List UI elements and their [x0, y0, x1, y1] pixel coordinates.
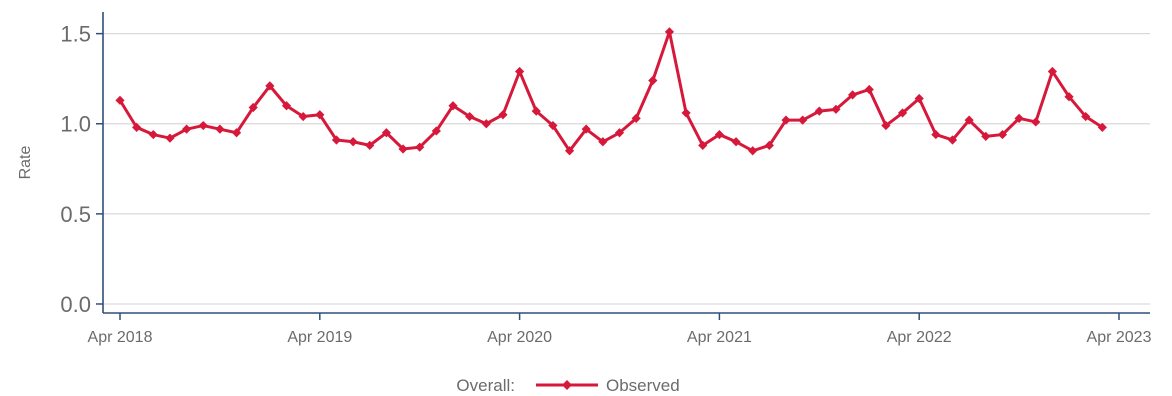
data-point: [648, 75, 658, 86]
data-point: [664, 27, 675, 37]
data-point: [315, 110, 325, 120]
data-point: [931, 129, 941, 140]
data-point: [698, 140, 708, 150]
data-point: [947, 135, 958, 145]
data-point: [914, 93, 924, 104]
data-point: [1014, 113, 1024, 123]
data-point: [1097, 122, 1107, 132]
data-point: [798, 115, 808, 125]
data-point: [165, 133, 175, 143]
y-ticks: 0.0 0.5 1.0 1.5: [60, 22, 103, 317]
data-point: [997, 129, 1008, 140]
data-point: [265, 81, 275, 91]
data-point: [132, 122, 142, 132]
data-point: [598, 137, 608, 147]
legend-label-observed: Observed: [606, 376, 680, 395]
data-point: [381, 128, 391, 138]
data-point: [864, 84, 874, 95]
data-point: [731, 137, 741, 147]
y-tick-label: 0.5: [60, 202, 91, 227]
data-point: [198, 120, 208, 131]
data-point: [831, 104, 841, 114]
legend: Overall: Observed: [456, 376, 679, 395]
x-tick-label: Apr 2018: [88, 329, 153, 346]
data-point: [714, 129, 724, 140]
data-point: [348, 137, 358, 147]
x-ticks: Apr 2018 Apr 2019 Apr 2020 Apr 2021 Apr 2022…: [88, 313, 1152, 346]
y-tick-label: 0.0: [60, 292, 91, 317]
y-tick-label: 1.5: [60, 22, 91, 47]
data-point: [498, 110, 508, 120]
data-point: [248, 102, 258, 113]
data-point: [465, 111, 475, 122]
x-tick-label: Apr 2022: [887, 329, 952, 346]
data-point: [764, 140, 774, 150]
data-point: [881, 120, 891, 131]
series-line-observed: [118, 30, 1104, 153]
x-tick-label: Apr 2021: [687, 329, 752, 346]
data-point: [848, 90, 858, 100]
data-point: [1047, 66, 1057, 77]
data-point: [148, 129, 158, 140]
data-point: [231, 128, 242, 138]
data-point: [115, 95, 125, 105]
data-point: [1081, 111, 1091, 122]
x-tick-label: Apr 2019: [287, 329, 352, 346]
data-point: [781, 115, 791, 125]
data-point: [614, 128, 625, 138]
data-point: [298, 111, 308, 122]
data-point: [681, 108, 691, 118]
data-point: [365, 140, 375, 150]
legend-swatch-marker: [562, 380, 572, 390]
data-point: [581, 124, 591, 134]
x-tick-label: Apr 2023: [1087, 329, 1152, 346]
data-point: [964, 115, 974, 125]
data-point: [481, 119, 491, 129]
data-point: [631, 113, 641, 123]
data-point: [1031, 117, 1041, 127]
data-point: [531, 106, 541, 116]
legend-title: Overall:: [456, 376, 515, 395]
data-point: [981, 131, 991, 141]
data-point: [814, 106, 824, 116]
axes: [102, 12, 1150, 314]
data-point: [515, 66, 525, 77]
data-point: [548, 120, 558, 131]
series-observed: [115, 27, 1107, 156]
data-point: [431, 126, 441, 136]
gridlines: [103, 32, 1150, 305]
data-point: [748, 146, 758, 156]
data-point: [1064, 92, 1074, 102]
data-point: [564, 146, 575, 156]
y-axis-label: Rate: [17, 146, 34, 180]
data-point: [897, 108, 908, 118]
data-point: [448, 101, 458, 111]
y-tick-label: 1.0: [60, 112, 91, 137]
data-point: [182, 124, 192, 134]
data-point: [415, 142, 425, 152]
x-tick-label: Apr 2020: [487, 329, 552, 346]
data-point: [215, 124, 225, 134]
data-point: [398, 144, 408, 154]
data-point: [281, 101, 292, 111]
data-point: [331, 135, 342, 145]
